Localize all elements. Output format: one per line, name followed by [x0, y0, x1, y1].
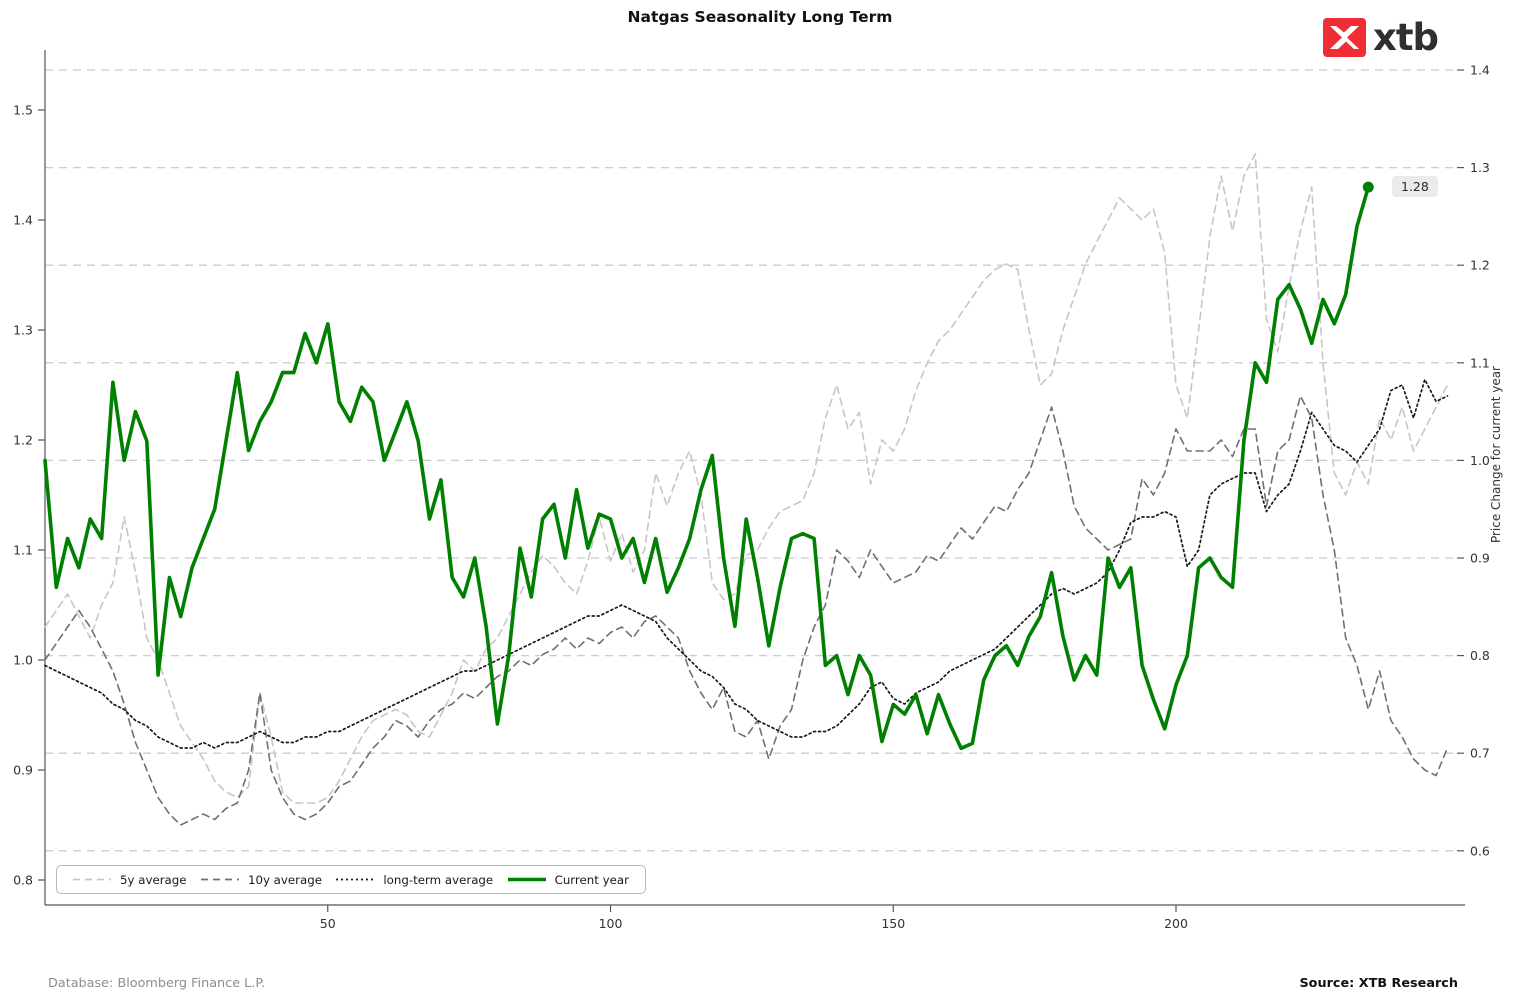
xtb-logo-icon	[1323, 18, 1366, 57]
series-line-10y-average	[44, 395, 1449, 826]
legend: 5y average 10y average long-term average…	[56, 865, 646, 894]
axis-tick-label: 150	[881, 916, 905, 931]
series-line-current-year	[43, 185, 1371, 751]
axis-tick-label: 1.4	[1470, 63, 1490, 78]
legend-label: Current year	[554, 872, 629, 887]
axis-tick-label: 0.6	[1470, 843, 1490, 858]
xtb-logo-text: xtb	[1373, 16, 1439, 59]
current-year-line-icon	[507, 877, 546, 882]
axis-tick-label: 100	[599, 916, 623, 931]
axis-tick-label: 200	[1164, 916, 1188, 931]
axis-tick-label: 1.2	[1470, 258, 1490, 273]
10y-average-line-icon	[200, 878, 239, 881]
axis-tick-label: 0.9	[1470, 551, 1490, 566]
last-value-badge: 1.28	[1392, 176, 1438, 197]
5y-average-line-icon	[73, 878, 111, 881]
axis-tick-label: 0.8	[13, 873, 33, 888]
axis-tick-label: 1.0	[13, 653, 33, 668]
footer-source: Source: XTB Research	[1299, 976, 1458, 991]
axis-tick-label: 1.1	[1470, 355, 1490, 370]
axis-tick-label: 0.7	[1470, 746, 1490, 761]
axis-tick-label: 1.1	[13, 543, 33, 558]
axis-tick-label: 1.3	[13, 323, 33, 338]
xtb-logo: xtb	[1323, 16, 1439, 59]
series-line-5y-average	[44, 153, 1449, 804]
axis-tick-label: 1.4	[13, 213, 33, 228]
current-year-end-marker	[1362, 181, 1374, 193]
legend-label: 10y average	[247, 872, 322, 887]
gridlines	[45, 69, 1457, 852]
legend-label: long-term average	[383, 872, 494, 887]
axes: 1.5 1.4 1.3 1.2 1.1 1.0 0.9 0.8 1.4 1.3 1.2 1.1 1.0 0…	[13, 50, 1490, 931]
legend-item-5y-average: 5y average	[73, 873, 187, 887]
axis-tick-label: 1.2	[13, 433, 33, 448]
series-line-long-term-average	[44, 378, 1449, 749]
axis-tick-label: 0.9	[13, 763, 33, 778]
footer-database: Database: Bloomberg Finance L.P.	[48, 976, 266, 991]
chart-canvas: 1.5 1.4 1.3 1.2 1.1 1.0 0.9 0.8 1.4 1.3 1.2 1.1 1.0 0…	[13, 50, 1490, 931]
axis-tick-label: 50	[320, 916, 336, 931]
legend-item-10y-average: 10y average	[200, 872, 322, 887]
legend-item-long-term-average: long-term average	[336, 873, 493, 887]
legend-item-current-year: Current year	[507, 872, 629, 887]
axis-tick-label: 0.8	[1470, 648, 1490, 663]
right-axis-title: Price Change for current year	[1489, 366, 1503, 544]
axis-tick-label: 1.0	[1470, 453, 1490, 468]
page-title: Natgas Seasonality Long Term	[627, 8, 893, 26]
axis-tick-label: 1.3	[1470, 160, 1490, 175]
legend-label: 5y average	[120, 872, 187, 887]
axis-tick-label: 1.5	[13, 103, 33, 118]
long-term-average-line-icon	[336, 878, 375, 881]
